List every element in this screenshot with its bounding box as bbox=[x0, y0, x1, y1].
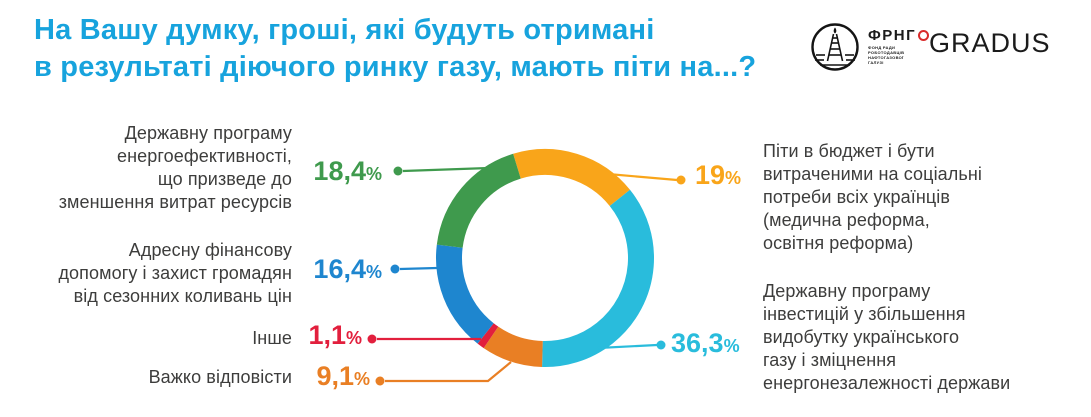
donut-segment-targeted_aid bbox=[436, 149, 654, 367]
connector-dot-other bbox=[367, 334, 377, 344]
value-number: 9,1 bbox=[316, 361, 354, 391]
value-other: 1,1% bbox=[256, 322, 362, 352]
donut-chart bbox=[436, 149, 654, 367]
percent-sign: % bbox=[723, 336, 740, 356]
percent-sign: % bbox=[353, 369, 370, 389]
value-number: 16,4 bbox=[313, 254, 366, 284]
percent-sign: % bbox=[365, 262, 382, 282]
percent-sign: % bbox=[345, 328, 362, 348]
percent-sign: % bbox=[365, 164, 382, 184]
percent-sign: % bbox=[725, 168, 742, 188]
value-number: 18,4 bbox=[313, 156, 366, 186]
label-other: Інше bbox=[252, 328, 292, 348]
frng-logo-text: ФРНГ ФОНД РАДИ РОБОТОДАВЦІВ НАФТОГАЗОВОЇ… bbox=[868, 28, 916, 65]
label-hard-to-answer: Важко відповісти bbox=[148, 367, 292, 387]
label-budget: Піти в бюджет і бути витраченими на соці… bbox=[763, 141, 983, 253]
frng-subtitle: ФОНД РАДИ РОБОТОДАВЦІВ НАФТОГАЗОВОЇ ГАЛУ… bbox=[868, 45, 905, 65]
frng-derrick-icon bbox=[811, 23, 859, 71]
value-number: 36,3 bbox=[671, 328, 724, 358]
value-number: 19 bbox=[695, 160, 726, 190]
donut-segment-budget bbox=[436, 149, 654, 367]
gradus-logo: GRADUS bbox=[918, 28, 1051, 58]
connector-dot-energy_efficiency bbox=[393, 166, 403, 176]
connector-dot-budget bbox=[676, 175, 686, 185]
donut-segment-other bbox=[436, 149, 654, 367]
frng-abbr: ФРНГ bbox=[868, 27, 917, 45]
survey-question-title: На Вашу думку, гроші, які будуть отриман… bbox=[34, 14, 757, 83]
value-energy-efficiency: 18,4% bbox=[276, 158, 382, 188]
value-hard-to-answer: 9,1% bbox=[264, 363, 370, 393]
label-targeted-aid: Адресну фінансову допомогу і захист гром… bbox=[58, 240, 292, 306]
donut-segment-investments bbox=[436, 149, 654, 367]
gradus-wordmark: GRADUS bbox=[929, 28, 1051, 58]
connector-dot-hard_to_answer bbox=[375, 376, 385, 386]
value-budget: 19% bbox=[695, 162, 741, 192]
donut-segment-hard_to_answer bbox=[436, 149, 654, 367]
value-number: 1,1 bbox=[308, 320, 346, 350]
value-targeted-aid: 16,4% bbox=[276, 256, 382, 286]
frng-logo: ФРНГ ФОНД РАДИ РОБОТОДАВЦІВ НАФТОГАЗОВОЇ… bbox=[810, 22, 916, 72]
label-investments: Державну програму інвестицій у збільшенн… bbox=[763, 281, 1011, 393]
label-energy-efficiency: Державну програму енергоефективності, що… bbox=[58, 123, 292, 212]
connector-dot-targeted_aid bbox=[390, 264, 400, 274]
value-investments: 36,3% bbox=[671, 330, 740, 360]
donut-segment-energy_efficiency bbox=[436, 149, 654, 367]
gradus-degree-icon bbox=[918, 30, 929, 41]
